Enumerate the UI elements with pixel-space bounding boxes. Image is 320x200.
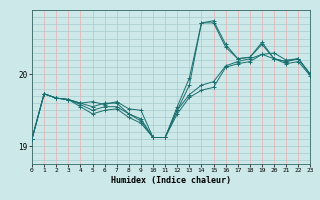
X-axis label: Humidex (Indice chaleur): Humidex (Indice chaleur): [111, 176, 231, 185]
